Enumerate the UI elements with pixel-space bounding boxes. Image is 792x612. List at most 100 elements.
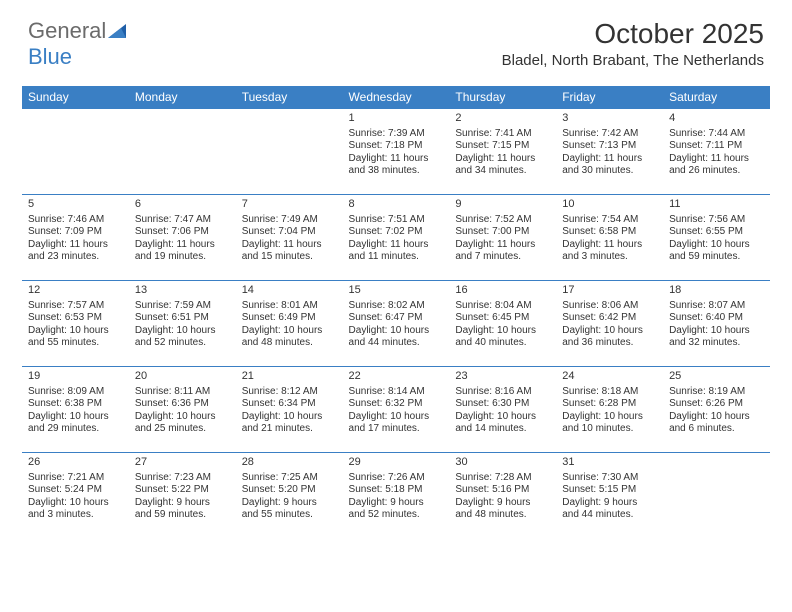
calendar-cell: 26Sunrise: 7:21 AMSunset: 5:24 PMDayligh…	[22, 453, 129, 539]
calendar-cell: 10Sunrise: 7:54 AMSunset: 6:58 PMDayligh…	[556, 195, 663, 281]
logo-text-blue: Blue	[28, 44, 72, 69]
calendar-cell: 29Sunrise: 7:26 AMSunset: 5:18 PMDayligh…	[343, 453, 450, 539]
sunset-text: Sunset: 6:26 PM	[669, 398, 764, 411]
sunset-text: Sunset: 5:24 PM	[28, 484, 123, 497]
sunrise-text: Sunrise: 7:49 AM	[242, 214, 337, 227]
daylight-text: Daylight: 10 hours	[349, 411, 444, 424]
sunset-text: Sunset: 7:09 PM	[28, 226, 123, 239]
daylight-text: and 59 minutes.	[669, 251, 764, 264]
day-number: 30	[455, 456, 550, 470]
day-number: 8	[349, 198, 444, 212]
daylight-text: Daylight: 11 hours	[349, 239, 444, 252]
day-number: 20	[135, 370, 230, 384]
daylight-text: and 30 minutes.	[562, 165, 657, 178]
sunrise-text: Sunrise: 7:42 AM	[562, 128, 657, 141]
daylight-text: and 23 minutes.	[28, 251, 123, 264]
sunset-text: Sunset: 7:06 PM	[135, 226, 230, 239]
daylight-text: and 52 minutes.	[349, 509, 444, 522]
calendar-cell: 11Sunrise: 7:56 AMSunset: 6:55 PMDayligh…	[663, 195, 770, 281]
calendar-row: 1Sunrise: 7:39 AMSunset: 7:18 PMDaylight…	[22, 109, 770, 195]
day-number: 5	[28, 198, 123, 212]
calendar-cell: 20Sunrise: 8:11 AMSunset: 6:36 PMDayligh…	[129, 367, 236, 453]
sunrise-text: Sunrise: 8:18 AM	[562, 386, 657, 399]
daylight-text: and 15 minutes.	[242, 251, 337, 264]
daylight-text: Daylight: 10 hours	[349, 325, 444, 338]
daylight-text: and 10 minutes.	[562, 423, 657, 436]
day-header: Wednesday	[343, 86, 450, 109]
sunset-text: Sunset: 5:18 PM	[349, 484, 444, 497]
daylight-text: and 26 minutes.	[669, 165, 764, 178]
day-number: 3	[562, 112, 657, 126]
day-header: Saturday	[663, 86, 770, 109]
daylight-text: and 32 minutes.	[669, 337, 764, 350]
daylight-text: Daylight: 10 hours	[455, 325, 550, 338]
sunrise-text: Sunrise: 7:25 AM	[242, 472, 337, 485]
day-number: 15	[349, 284, 444, 298]
day-header: Monday	[129, 86, 236, 109]
sunrise-text: Sunrise: 8:16 AM	[455, 386, 550, 399]
calendar-cell: 13 Sunrise: 7:59 AMSunset: 6:51 PMDayligh…	[129, 281, 236, 367]
sunset-text: Sunset: 5:16 PM	[455, 484, 550, 497]
location-text: Bladel, North Brabant, The Netherlands	[502, 52, 764, 69]
sunrise-text: Sunrise: 7:39 AM	[349, 128, 444, 141]
daylight-text: and 6 minutes.	[669, 423, 764, 436]
calendar-row: 26Sunrise: 7:21 AMSunset: 5:24 PMDayligh…	[22, 453, 770, 539]
page-title: October 2025	[502, 18, 764, 50]
sunset-text: Sunset: 6:55 PM	[669, 226, 764, 239]
daylight-text: and 34 minutes.	[455, 165, 550, 178]
sunset-text: Sunset: 6:30 PM	[455, 398, 550, 411]
sunset-text: Sunset: 7:00 PM	[455, 226, 550, 239]
calendar-cell: 27Sunrise: 7:23 AMSunset: 5:22 PMDayligh…	[129, 453, 236, 539]
calendar-cell	[129, 109, 236, 195]
day-number: 16	[455, 284, 550, 298]
calendar-cell: 16Sunrise: 8:04 AMSunset: 6:45 PMDayligh…	[449, 281, 556, 367]
sunrise-text: Sunrise: 7:59 AM	[135, 300, 230, 313]
sunset-text: Sunset: 6:51 PM	[135, 312, 230, 325]
daylight-text: Daylight: 10 hours	[669, 325, 764, 338]
sunset-text: Sunset: 7:15 PM	[455, 140, 550, 153]
day-number: 1	[349, 112, 444, 126]
daylight-text: Daylight: 10 hours	[135, 325, 230, 338]
calendar-cell: 4Sunrise: 7:44 AMSunset: 7:11 PMDaylight…	[663, 109, 770, 195]
sunrise-text: Sunrise: 7:52 AM	[455, 214, 550, 227]
sunset-text: Sunset: 5:15 PM	[562, 484, 657, 497]
calendar-table: Sunday Monday Tuesday Wednesday Thursday…	[22, 86, 770, 539]
day-number: 2	[455, 112, 550, 126]
calendar-cell: 8Sunrise: 7:51 AMSunset: 7:02 PMDaylight…	[343, 195, 450, 281]
sunset-text: Sunset: 7:02 PM	[349, 226, 444, 239]
day-number: 7	[242, 198, 337, 212]
day-number: 14	[242, 284, 337, 298]
sunrise-text: Sunrise: 7:56 AM	[669, 214, 764, 227]
daylight-text: Daylight: 10 hours	[562, 325, 657, 338]
sunrise-text: Sunrise: 7:41 AM	[455, 128, 550, 141]
calendar-cell: 18Sunrise: 8:07 AMSunset: 6:40 PMDayligh…	[663, 281, 770, 367]
sunrise-text: Sunrise: 7:54 AM	[562, 214, 657, 227]
calendar-cell: 21Sunrise: 8:12 AMSunset: 6:34 PMDayligh…	[236, 367, 343, 453]
day-header: Sunday	[22, 86, 129, 109]
sunrise-text: Sunrise: 8:12 AM	[242, 386, 337, 399]
calendar-cell	[22, 109, 129, 195]
day-number: 4	[669, 112, 764, 126]
day-number: 13	[135, 284, 230, 298]
calendar-cell: 7Sunrise: 7:49 AMSunset: 7:04 PMDaylight…	[236, 195, 343, 281]
day-number: 24	[562, 370, 657, 384]
daylight-text: and 21 minutes.	[242, 423, 337, 436]
calendar-row: 12Sunrise: 7:57 AMSunset: 6:53 PMDayligh…	[22, 281, 770, 367]
day-header-row: Sunday Monday Tuesday Wednesday Thursday…	[22, 86, 770, 109]
sunrise-text: Sunrise: 7:30 AM	[562, 472, 657, 485]
daylight-text: and 40 minutes.	[455, 337, 550, 350]
day-number: 17	[562, 284, 657, 298]
day-number: 29	[349, 456, 444, 470]
calendar-cell: 25Sunrise: 8:19 AMSunset: 6:26 PMDayligh…	[663, 367, 770, 453]
sunset-text: Sunset: 7:11 PM	[669, 140, 764, 153]
calendar-cell: 5Sunrise: 7:46 AMSunset: 7:09 PMDaylight…	[22, 195, 129, 281]
sunset-text: Sunset: 6:53 PM	[28, 312, 123, 325]
logo-text-general: General	[28, 18, 106, 43]
daylight-text: Daylight: 10 hours	[669, 411, 764, 424]
sunset-text: Sunset: 6:40 PM	[669, 312, 764, 325]
sunrise-text: Sunrise: 8:04 AM	[455, 300, 550, 313]
daylight-text: and 55 minutes.	[242, 509, 337, 522]
title-block: October 2025 Bladel, North Brabant, The …	[502, 18, 764, 69]
calendar-cell: 14Sunrise: 8:01 AMSunset: 6:49 PMDayligh…	[236, 281, 343, 367]
header: General Blue October 2025 Bladel, North …	[0, 0, 792, 78]
